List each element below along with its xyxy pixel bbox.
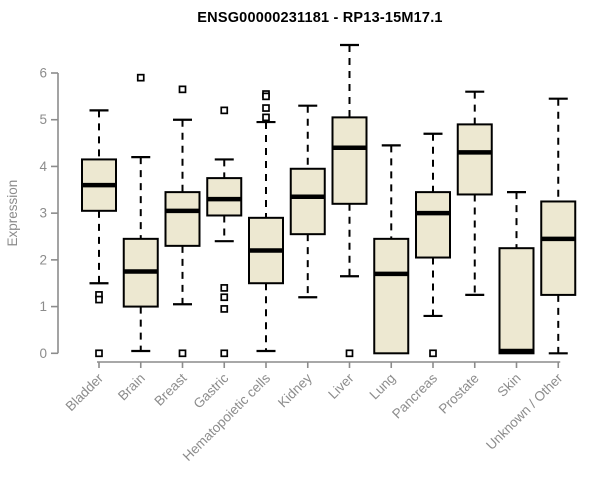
x-tick-label-liver: Liver (325, 370, 357, 402)
outlier-point (178, 85, 187, 94)
x-tick-label-kidney: Kidney (275, 370, 315, 410)
iqr-box (415, 191, 451, 259)
outlier-point (262, 113, 270, 122)
outlier-point (95, 349, 103, 358)
boxplot-brain (122, 73, 159, 353)
y-axis-title: Expression (5, 180, 20, 247)
y-tick-label-4: 4 (39, 159, 47, 174)
boxplot-lung (373, 144, 410, 355)
y-tick-label-5: 5 (39, 112, 47, 127)
boxplot-gastric (206, 106, 243, 358)
x-tick-label-prostate: Prostate (436, 371, 482, 417)
outlier-point (262, 92, 270, 101)
boxplot-kidney (289, 104, 326, 299)
x-tick-label-pancreas: Pancreas (389, 370, 440, 421)
outlier-point (220, 106, 229, 115)
boxplot-breast (164, 85, 201, 358)
y-tick-label-0: 0 (39, 346, 47, 361)
outlier-point (429, 349, 437, 358)
x-tick-label-skin: Skin (494, 371, 523, 400)
boxplot-liver (331, 43, 368, 358)
outlier-point (178, 349, 187, 358)
x-tick-label-unknown-other: Unknown / Other (483, 370, 566, 453)
outlier-point (220, 293, 229, 302)
boxplot-unknown-other (540, 97, 577, 355)
boxplot-prostate (456, 90, 493, 297)
y-tick-label-3: 3 (39, 206, 47, 221)
x-tick-label-brain: Brain (115, 371, 148, 404)
y-tick-label-1: 1 (39, 299, 47, 314)
outlier-point (220, 349, 229, 358)
boxplot-bladder (81, 109, 117, 358)
outlier-point (345, 349, 354, 358)
y-axis: 0 1 2 3 4 5 6 Expression (5, 66, 59, 361)
x-tick-label-lung: Lung (367, 371, 399, 403)
x-tick-label-bladder: Bladder (63, 370, 107, 414)
y-tick-label-6: 6 (39, 66, 47, 81)
iqr-box (289, 167, 326, 236)
outlier-point (262, 104, 270, 112)
iqr-box (164, 191, 201, 247)
outlier-point (95, 295, 103, 304)
boxplot-hematopoietic-cells (248, 90, 284, 353)
outlier-point (136, 73, 145, 82)
x-tick-label-gastric: Gastric (191, 370, 232, 411)
iqr-box (331, 116, 368, 205)
y-tick-label-2: 2 (39, 252, 47, 267)
iqr-box (206, 177, 243, 217)
iqr-box (498, 247, 535, 355)
iqr-box (373, 237, 410, 355)
chart-title: ENSG00000231181 - RP13-15M17.1 (197, 10, 443, 26)
boxplot-pancreas (415, 132, 451, 358)
boxplot-skin (498, 191, 535, 355)
x-tick-label-breast: Breast (151, 370, 189, 408)
outlier-point (220, 284, 229, 292)
iqr-box (456, 123, 493, 196)
outlier-point (220, 305, 229, 313)
iqr-box (540, 200, 577, 296)
